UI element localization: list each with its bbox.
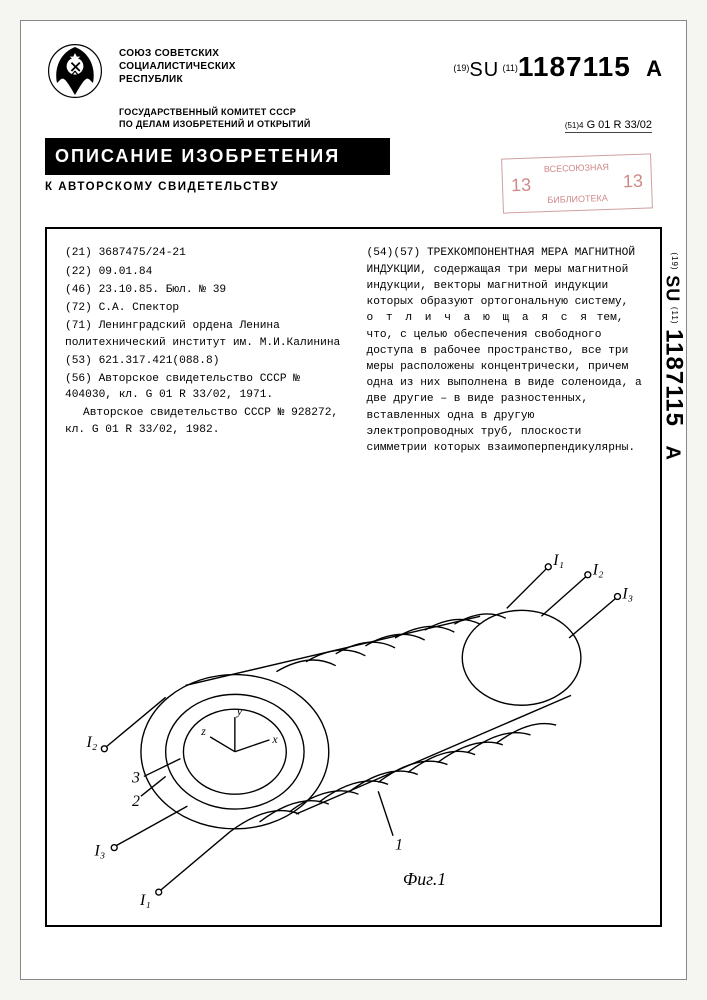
pub-kind: A	[646, 56, 662, 81]
document-title: ОПИСАНИЕ ИЗОБРЕТЕНИЯ	[45, 138, 390, 175]
ref-2: 2	[132, 793, 140, 810]
side-code-11: (11)	[670, 307, 679, 325]
content-frame: (21) 3687475/24-21 (22) 09.01.84 (46) 23…	[45, 227, 662, 927]
library-stamp: ВСЕСОЮЗНАЯ 13 13 БИБЛИОТЕКА	[501, 153, 653, 213]
union-text: СОЮЗ СОВЕТСКИХ СОЦИАЛИСТИЧЕСКИХ РЕСПУБЛИ…	[119, 41, 439, 86]
figure-1: I₂ I₃ I₁ I₁ I₂ I₃ 1 2 3 x y z Фиг.1	[47, 537, 660, 917]
figure-caption: Фиг.1	[403, 870, 446, 890]
axis-x: x	[271, 732, 278, 746]
label-I2-left: I₂	[86, 734, 98, 751]
field-53: (53) 621.317.421(088.8)	[65, 353, 341, 369]
label-I2-right: I₂	[592, 562, 604, 579]
field-21: (21) 3687475/24-21	[65, 245, 341, 261]
code-19: (19)	[453, 63, 469, 73]
ipc-prefix: (51)4	[565, 121, 584, 130]
stamp-left: 13	[511, 175, 532, 197]
axis-z: z	[200, 724, 206, 738]
side-num: 1187115	[661, 329, 688, 427]
pub-country: SU	[469, 59, 499, 81]
side-publication-number: (19) SU (11) 1187115 A	[660, 252, 688, 461]
field-46: (46) 23.10.85. Бюл. № 39	[65, 282, 341, 298]
label-I1-right: I₁	[552, 552, 564, 569]
publication-number: (19)SU (11)1187115 A	[453, 41, 662, 83]
label-I3-left: I₃	[93, 843, 105, 860]
ref-3: 3	[131, 770, 140, 787]
ipc-value: G 01 R 33/02	[587, 119, 652, 131]
field-71: (71) Ленинградский ордена Ленина политех…	[65, 318, 341, 350]
header: СОЮЗ СОВЕТСКИХ СОЦИАЛИСТИЧЕСКИХ РЕСПУБЛИ…	[45, 41, 662, 101]
side-kind: A	[662, 446, 684, 461]
side-country: SU	[663, 275, 683, 302]
label-I1-left: I₁	[139, 892, 151, 909]
axis-y: y	[236, 705, 243, 719]
field-22: (22) 09.01.84	[65, 264, 341, 280]
abstract-body2: тем, что, с целью обеспечения свободного…	[367, 312, 642, 454]
code-11: (11)	[503, 63, 518, 73]
columns: (21) 3687475/24-21 (22) 09.01.84 (46) 23…	[65, 245, 642, 458]
field-56b: Авторское свидетельство СССР № 928272, к…	[65, 405, 341, 437]
field-56a: (56) Авторское свидетельство СССР № 4040…	[65, 371, 341, 403]
side-code-19: (19)	[670, 252, 679, 270]
abstract-code: (54)(57)	[367, 247, 421, 259]
stamp-bottom: БИБЛИОТЕКА	[547, 193, 608, 205]
stamp-right: 13	[623, 171, 644, 193]
ipc-code: (51)4 G 01 R 33/02	[565, 119, 652, 133]
ussr-emblem-icon	[45, 41, 105, 101]
page: СОЮЗ СОВЕТСКИХ СОЦИАЛИСТИЧЕСКИХ РЕСПУБЛИ…	[20, 20, 687, 980]
left-column: (21) 3687475/24-21 (22) 09.01.84 (46) 23…	[65, 245, 341, 458]
ref-1: 1	[395, 837, 403, 854]
abstract: (54)(57) ТРЕХКОМПОНЕНТНАЯ МЕРА МАГНИТНОЙ…	[367, 245, 643, 456]
right-column: (54)(57) ТРЕХКОМПОНЕНТНАЯ МЕРА МАГНИТНОЙ…	[367, 245, 643, 458]
label-I3-right: I₃	[621, 586, 633, 603]
pub-num: 1187115	[518, 51, 631, 82]
abstract-distinct: о т л и ч а ю щ а я с я	[367, 312, 590, 324]
field-72: (72) С.А. Спектор	[65, 300, 341, 316]
